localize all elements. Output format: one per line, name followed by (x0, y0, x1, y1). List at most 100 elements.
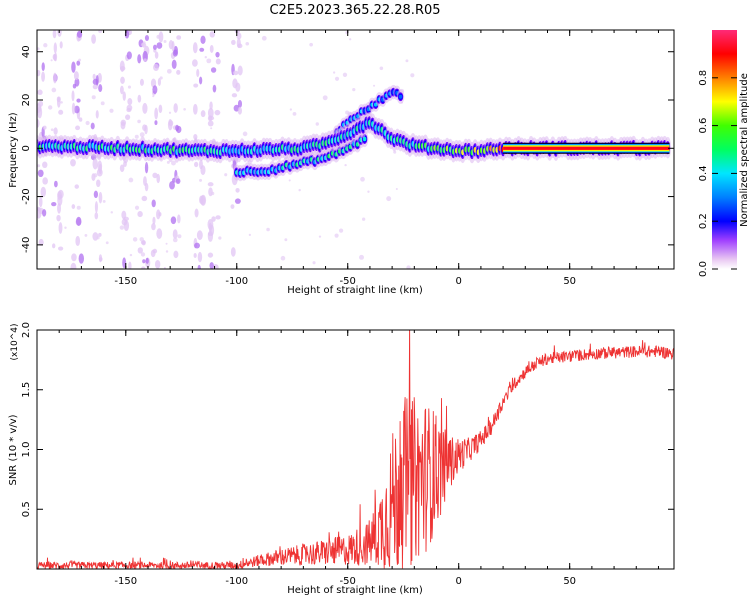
spectrogram-panel: -150 -100 -50 0 50 -40 -20 0 20 40 Height of stra… (8, 29, 675, 296)
spectrogram-speckle (74, 184, 79, 189)
spectrogram-speckle (41, 62, 45, 72)
spectrogram-x-tick-label: -100 (225, 276, 248, 287)
spectrogram-speckle (199, 47, 205, 52)
spectrogram-y-tick-label: -40 (21, 237, 32, 253)
spectrogram-speckle (91, 95, 96, 100)
spectrogram-speckle (175, 178, 181, 185)
spectrogram-speckle (344, 163, 347, 167)
spectrogram-speckle (199, 178, 203, 182)
spectrogram-speckle (74, 78, 80, 87)
spectrogram-speckle (126, 104, 133, 111)
spectrogram-speckle (367, 190, 370, 193)
spectrogram-speckle (51, 87, 57, 93)
spectrogram-speckle (132, 237, 138, 242)
spectrogram-speckle (406, 265, 411, 269)
spectrogram-speckle (261, 35, 267, 41)
spectrogram-speckle (152, 172, 158, 179)
spectrogram-speckle (175, 124, 179, 132)
spectrogram-speckle (245, 41, 250, 46)
spectrogram-speckle (94, 212, 99, 220)
spectrogram-speckle (141, 266, 146, 269)
spectrogram-speckle (197, 264, 201, 269)
spectrogram-speckle (177, 214, 181, 224)
spectrogram-y-tick-label: -20 (21, 188, 32, 204)
spectrogram-speckle (56, 214, 61, 222)
main-band-tail-core (503, 146, 670, 150)
spectrogram-speckle (332, 71, 336, 74)
spectrogram-speckle (207, 218, 214, 230)
spectrogram-speckle (98, 84, 103, 93)
spectrogram-speckle (165, 242, 168, 245)
spectrogram-speckle (37, 100, 44, 107)
spectrogram-speckle (71, 61, 76, 73)
spectrogram-speckle (99, 257, 103, 262)
spectrogram-speckle (93, 173, 98, 178)
spectrogram-speckle (212, 84, 217, 93)
spectrogram-speckle (172, 229, 178, 239)
snr-series-line (37, 330, 674, 569)
spectrogram-speckle (37, 69, 41, 77)
spectrogram-speckle (78, 253, 85, 264)
spectrogram-speckle (56, 97, 61, 108)
spectrogram-speckle (71, 90, 75, 102)
spectrogram-x-tick-label: -50 (340, 276, 356, 287)
spectrogram-speckle (43, 43, 48, 48)
colorbar-tick-label: 0.8 (698, 70, 709, 86)
spectrogram-speckle (144, 182, 149, 192)
spectrogram-speckle (209, 101, 213, 110)
spectrogram-speckle (152, 85, 158, 95)
spectrogram-speckle (137, 210, 143, 218)
spectrogram-speckle (52, 30, 57, 39)
spectrogram-speckle (151, 199, 156, 208)
spectrogram-speckle (144, 162, 149, 174)
spectrogram-speckle (154, 107, 159, 120)
spectrogram-speckle (142, 259, 146, 264)
spectrogram-speckle (200, 165, 206, 176)
spectrogram-speckle (152, 216, 156, 225)
spectrogram-speckle (85, 120, 90, 126)
spectrogram-speckle (53, 42, 57, 54)
spectrogram-speckle (154, 51, 159, 59)
snr-y-tick-label: 1.0 (21, 442, 32, 458)
spectrogram-speckle (292, 111, 297, 116)
spectrogram-x-axis-label: Height of straight line (km) (287, 285, 423, 296)
spectrogram-speckle (156, 34, 161, 39)
spectrogram-speckle (163, 266, 166, 269)
spectrogram-speckle (193, 83, 199, 88)
spectrogram-speckle (75, 216, 82, 227)
spectrogram-speckle (322, 95, 328, 101)
spectrogram-speckle (236, 32, 242, 40)
spectrogram-speckle (57, 194, 63, 206)
spectrogram-speckle (207, 120, 214, 127)
spectrogram-speckle (76, 60, 81, 66)
spectrogram-speckle (54, 180, 58, 188)
spectrogram-y-tick-label: 20 (21, 94, 32, 107)
spectrogram-speckle (204, 56, 207, 59)
spectrogram-speckle (119, 164, 125, 172)
spectrogram-speckle (123, 216, 129, 222)
colorbar-ticks: 0.0 0.2 0.4 0.6 0.8 (698, 70, 737, 277)
spectrogram-speckle (144, 124, 148, 135)
spectrogram-speckle (168, 111, 172, 114)
spectrogram-speckle (78, 117, 83, 122)
spectrogram-speckle (92, 158, 98, 170)
spectrogram-speckle (42, 125, 47, 130)
spectrogram-speckle (209, 31, 216, 38)
spectrogram-y-axis-label: Frequency (Hz) (8, 112, 19, 188)
spectrogram-speckle (98, 191, 103, 204)
spectrogram-speckle (318, 235, 322, 238)
spectrogram-speckle (51, 201, 57, 207)
spectrogram-speckle (122, 257, 127, 269)
spectrogram-speckle (129, 253, 133, 257)
spectrogram-speckle (196, 68, 200, 78)
spectrogram-speckle (74, 105, 80, 114)
spectrogram-speckle (37, 164, 41, 168)
spectrogram-speckle (159, 76, 163, 80)
spectrogram-speckle (42, 177, 48, 185)
spectrogram-speckle (154, 259, 161, 269)
spectrogram-speckle (200, 110, 206, 118)
spectrogram-speckle (153, 63, 159, 72)
spectrogram-speckle (194, 208, 199, 218)
spectrogram-speckle (232, 78, 238, 89)
spectrogram-speckle (71, 204, 76, 210)
